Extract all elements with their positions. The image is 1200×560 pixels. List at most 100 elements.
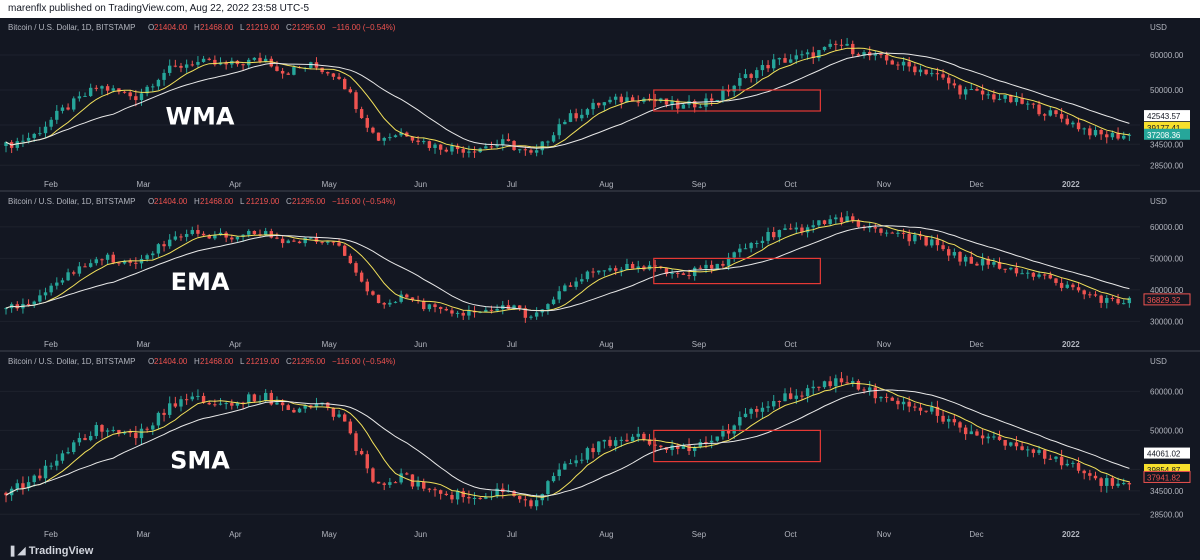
candle-body (405, 294, 409, 298)
price-tag (1144, 110, 1190, 122)
candle-body (788, 228, 793, 230)
candle-body (772, 59, 776, 69)
chart-panel-ema[interactable]: Bitcoin / U.S. Dollar, 1D, BITSTAMP O 2140… (0, 192, 1200, 350)
ohlc-value: 21295.00 (292, 23, 326, 32)
candle-body (320, 67, 324, 73)
publish-info: marenflx published on TradingView.com, A… (8, 3, 310, 14)
price-tag-label: 42543.57 (1147, 112, 1181, 121)
candle-body (1003, 439, 1007, 446)
candle-body (557, 291, 561, 300)
candle-body (980, 258, 985, 266)
candle-body (337, 414, 341, 417)
candle-body (805, 388, 810, 397)
ohlc-value: 21404.00 (154, 357, 188, 366)
highlight-box (653, 257, 821, 285)
candle-body (1122, 135, 1126, 139)
candle-body (1093, 294, 1098, 296)
candle-body (760, 240, 765, 243)
candle-body (309, 62, 313, 68)
candle-body (88, 435, 93, 441)
candle-body (721, 89, 725, 101)
candle-body (292, 67, 296, 75)
candle-body (280, 70, 285, 74)
candle-body (247, 230, 251, 235)
x-tick-label: Jun (414, 340, 427, 349)
candle-body (94, 425, 99, 436)
candle-body (884, 54, 889, 61)
candle-body (698, 106, 703, 108)
candle-body (1003, 268, 1007, 270)
x-tick-label: Feb (44, 340, 58, 349)
candle-body (766, 406, 770, 408)
candle-body (1088, 473, 1092, 476)
candle-body (444, 493, 449, 495)
candle-body (935, 73, 940, 75)
candle-body (625, 439, 629, 442)
candle-body (975, 88, 979, 91)
candle-body (382, 483, 386, 485)
candle-body (901, 401, 906, 405)
candle-body (721, 263, 725, 266)
candle-body (930, 73, 934, 75)
candle-body (992, 436, 996, 438)
ohlc-key: C (286, 197, 292, 206)
candlestick-chart: Bitcoin / U.S. Dollar, 1D, BITSTAMP O 2140… (0, 197, 1191, 349)
candle-body (38, 295, 42, 302)
candle-body (297, 408, 302, 413)
slow-moving-average-line (5, 225, 1130, 312)
x-tick-label: Aug (599, 530, 613, 539)
ohlc-change: −116.00 (−0.54%) (332, 23, 396, 32)
chart-panel-wma[interactable]: Bitcoin / U.S. Dollar, 1D, BITSTAMP O 2140… (0, 18, 1200, 190)
candle-body (218, 403, 223, 405)
candle-body (760, 407, 765, 412)
price-tag-label: 44061.02 (1147, 450, 1181, 459)
candle-body (1009, 267, 1013, 270)
candle-body (975, 263, 979, 266)
candle-body (788, 393, 793, 399)
candle-body (924, 236, 928, 246)
candle-body (235, 402, 240, 406)
candle-body (15, 483, 19, 489)
footer: ❚◢ TradingView (0, 540, 1200, 560)
x-tick-label: Jul (507, 530, 517, 539)
x-tick-label: Jun (414, 530, 427, 539)
candle-body (472, 151, 477, 153)
candle-body (100, 259, 104, 261)
candle-body (320, 402, 324, 404)
candle-body (636, 433, 640, 437)
candle-body (613, 96, 618, 100)
candle-body (286, 73, 290, 75)
candle-body (38, 133, 42, 135)
candle-body (512, 140, 516, 150)
candle-body (1116, 298, 1120, 304)
candle-body (918, 407, 923, 411)
candle-body (224, 403, 228, 405)
candle-body (263, 231, 268, 235)
candle-body (444, 308, 449, 311)
ohlc-value: 21219.00 (246, 357, 280, 366)
candle-body (184, 399, 189, 401)
candle-body (438, 490, 443, 494)
candle-body (529, 500, 533, 507)
candle-body (314, 237, 319, 242)
chart-panel-sma[interactable]: Bitcoin / U.S. Dollar, 1D, BITSTAMP O 2140… (0, 352, 1200, 540)
candle-body (94, 259, 99, 264)
y-tick-label: 50000.00 (1150, 86, 1184, 95)
candle-body (947, 77, 951, 84)
ohlc-key: O (148, 197, 154, 206)
price-tag-label: 39854.87 (1147, 466, 1181, 475)
x-tick-label: May (322, 340, 337, 349)
candle-body (21, 483, 25, 489)
ohlc-change: −116.00 (−0.54%) (332, 357, 396, 366)
candle-body (495, 488, 499, 497)
candle-body (151, 253, 155, 256)
candle-body (1031, 449, 1036, 453)
candle-body (489, 309, 494, 311)
candle-body (969, 88, 973, 90)
x-tick-label: Apr (229, 180, 242, 189)
candle-body (715, 100, 719, 102)
candle-body (190, 64, 194, 66)
candle-body (676, 100, 680, 109)
candle-body (574, 281, 578, 287)
tradingview-logo[interactable]: ❚◢ TradingView (8, 544, 93, 557)
